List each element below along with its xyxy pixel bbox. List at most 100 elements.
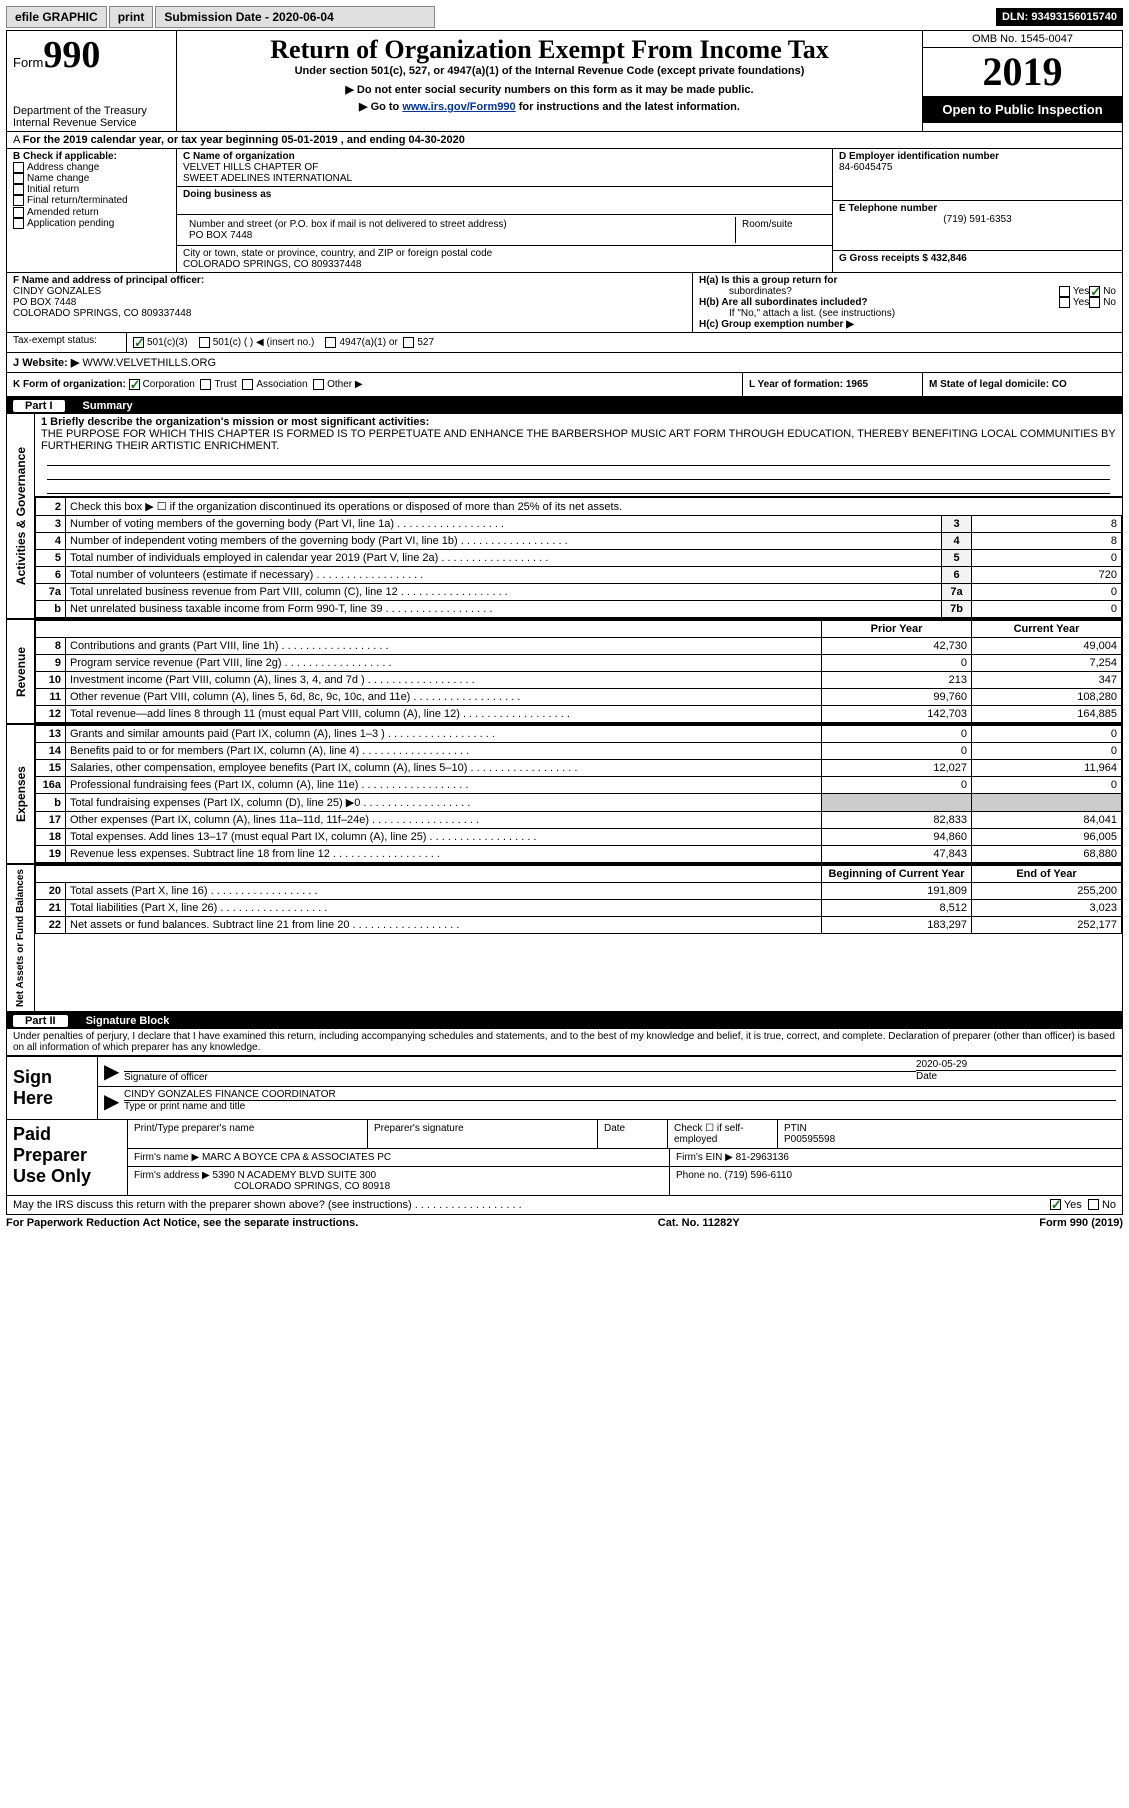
cb-527[interactable] (403, 337, 414, 348)
topbar: efile GRAPHIC print Submission Date - 20… (6, 6, 1123, 28)
uline1 (47, 452, 1110, 466)
opt-assoc: Association (256, 379, 307, 390)
name-label: C Name of organization (183, 151, 826, 162)
firm-label: Firm's name ▶ (134, 1152, 199, 1163)
paid-preparer-block: Paid Preparer Use Only Print/Type prepar… (7, 1119, 1122, 1196)
sig-name: CINDY GONZALES FINANCE COORDINATOR (124, 1089, 1116, 1100)
foot-mid: Cat. No. 11282Y (658, 1217, 740, 1229)
side-na: Net Assets or Fund Balances (14, 865, 27, 1011)
row-klm: K Form of organization: Corporation Trus… (7, 373, 1122, 398)
dba-label: Doing business as (183, 189, 826, 200)
section-revenue: Revenue Prior YearCurrent Year8Contribut… (7, 620, 1122, 725)
form-990: 990 (43, 34, 100, 76)
sig-name-label: Type or print name and title (124, 1100, 1116, 1112)
cb-pending[interactable] (13, 218, 24, 229)
prep-date-hdr: Date (598, 1120, 668, 1148)
cb-ha-yes[interactable] (1059, 286, 1070, 297)
org-name: VELVET HILLS CHAPTER OF SWEET ADELINES I… (183, 162, 826, 184)
opt-initial: Initial return (27, 184, 79, 195)
section-netassets: Net Assets or Fund Balances Beginning of… (7, 865, 1122, 1013)
cb-other[interactable] (313, 379, 324, 390)
phone-value: (719) 591-6353 (839, 214, 1116, 225)
print-button[interactable]: print (109, 6, 154, 28)
cb-initial[interactable] (13, 184, 24, 195)
ha2-label: subordinates? (699, 286, 1059, 297)
firm-addr-label: Firm's address ▶ (134, 1170, 210, 1181)
website-label: Website: ▶ (22, 357, 79, 369)
opt-amended: Amended return (27, 207, 99, 218)
cb-address-change[interactable] (13, 162, 24, 173)
cb-discuss-yes[interactable] (1050, 1199, 1061, 1210)
cb-ha-no[interactable] (1089, 286, 1100, 297)
yes-1: Yes (1073, 286, 1089, 297)
open-inspection: Open to Public Inspection (923, 96, 1122, 123)
opt-pending: Application pending (27, 218, 114, 229)
cb-4947[interactable] (325, 337, 336, 348)
discuss-no: No (1102, 1199, 1116, 1211)
goto-suffix: for instructions and the latest informat… (516, 101, 740, 113)
form-header: Form990 Department of the Treasury Inter… (7, 31, 1122, 132)
cb-final[interactable] (13, 195, 24, 206)
no-2: No (1103, 297, 1116, 308)
discuss-text: May the IRS discuss this return with the… (13, 1199, 1050, 1211)
hb-label: H(b) Are all subordinates included? (699, 297, 868, 308)
goto-prefix: ▶ Go to (359, 101, 402, 113)
firm-phone-label: Phone no. (676, 1170, 722, 1181)
box-c: C Name of organization VELVET HILLS CHAP… (177, 149, 832, 272)
sig-date-label: Date (916, 1070, 1116, 1082)
officer-name: CINDY GONZALES (13, 286, 686, 297)
subtitle-1: Under section 501(c), 527, or 4947(a)(1)… (185, 65, 914, 77)
cb-501c[interactable] (199, 337, 210, 348)
form-number: Form990 (13, 33, 170, 77)
submission-date: Submission Date - 2020-06-04 (155, 6, 435, 28)
box-b: B Check if applicable: Address change Na… (7, 149, 177, 272)
firm-addr1: 5390 N ACADEMY BLVD SUITE 300 (213, 1170, 377, 1181)
cb-hb-yes[interactable] (1059, 297, 1070, 308)
form-container: Form990 Department of the Treasury Inter… (6, 30, 1123, 1215)
cb-trust[interactable] (200, 379, 211, 390)
uline3 (47, 480, 1110, 494)
prep-name-hdr: Print/Type preparer's name (128, 1120, 368, 1148)
gov-table: 2Check this box ▶ ☐ if the organization … (35, 497, 1122, 618)
opt-4947: 4947(a)(1) or (339, 337, 397, 348)
org-city: COLORADO SPRINGS, CO 809337448 (183, 259, 826, 270)
ein-value: 84-6045475 (839, 162, 1116, 173)
cb-name-change[interactable] (13, 173, 24, 184)
phone-label: E Telephone number (839, 203, 1116, 214)
dln: DLN: 93493156015740 (996, 8, 1123, 26)
opt-other: Other ▶ (327, 379, 362, 390)
part2-header: Part II Signature Block (7, 1013, 1122, 1029)
opt-501c3: 501(c)(3) (147, 337, 188, 348)
state-domicile: M State of legal domicile: CO (929, 379, 1067, 390)
row-bcd: B Check if applicable: Address change Na… (7, 149, 1122, 273)
addr-label: Number and street (or P.O. box if mail i… (189, 219, 729, 230)
discuss-row: May the IRS discuss this return with the… (7, 1196, 1122, 1214)
sig-date: 2020-05-29 (916, 1059, 1116, 1070)
cb-corp[interactable] (129, 379, 140, 390)
firm-phone: (719) 596-6110 (724, 1170, 792, 1181)
cb-assoc[interactable] (242, 379, 253, 390)
side-rev: Revenue (13, 643, 29, 701)
mission-text: THE PURPOSE FOR WHICH THIS CHAPTER IS FO… (41, 428, 1116, 452)
line2-text: Check this box ▶ ☐ if the organization d… (66, 498, 1122, 516)
cb-hb-no[interactable] (1089, 297, 1100, 308)
footer: For Paperwork Reduction Act Notice, see … (6, 1215, 1123, 1231)
firm-addr2: COLORADO SPRINGS, CO 80918 (134, 1181, 390, 1192)
form-title: Return of Organization Exempt From Incom… (185, 35, 914, 65)
foot-right: Form 990 (2019) (1039, 1217, 1123, 1229)
cb-discuss-no[interactable] (1088, 1199, 1099, 1210)
officer-label: F Name and address of principal officer: (13, 275, 686, 286)
section-governance: Activities & Governance 1 Briefly descri… (7, 414, 1122, 620)
ein-label: D Employer identification number (839, 151, 1116, 162)
opt-address: Address change (27, 162, 99, 173)
irs-link[interactable]: www.irs.gov/Form990 (402, 101, 515, 113)
tax-status-label: Tax-exempt status: (7, 333, 127, 352)
prep-sig-hdr: Preparer's signature (368, 1120, 598, 1148)
cb-amended[interactable] (13, 207, 24, 218)
na-table: Beginning of Current YearEnd of Year20To… (35, 865, 1122, 934)
ptin-label: PTIN (784, 1123, 807, 1134)
part1-num: Part I (13, 400, 65, 412)
cb-501c3[interactable] (133, 337, 144, 348)
efile-button[interactable]: efile GRAPHIC (6, 6, 107, 28)
room-label: Room/suite (736, 217, 826, 243)
